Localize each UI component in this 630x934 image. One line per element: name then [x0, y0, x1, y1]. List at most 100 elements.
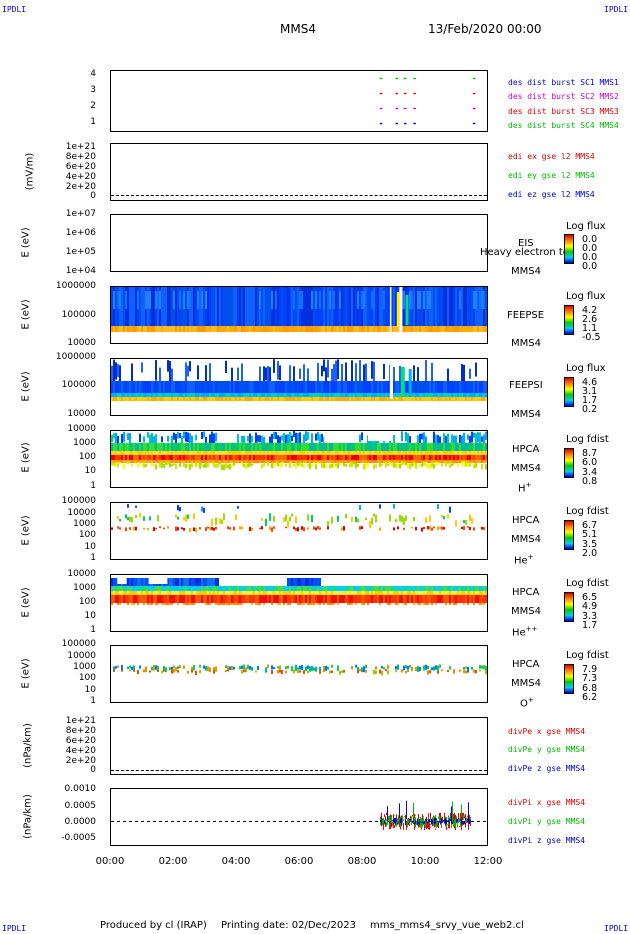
spectrogram-cell [283, 595, 285, 603]
spectrogram-cell [343, 332, 345, 343]
spectrogram-cell [155, 586, 157, 591]
spectrogram-cell [337, 515, 339, 522]
spectrogram-cell [223, 460, 225, 463]
spectrogram-cell [225, 393, 227, 397]
spectrogram-cell [215, 463, 217, 469]
spectrogram-cell [337, 451, 339, 456]
spectrogram-cell [195, 397, 197, 401]
spectrogram-cell [429, 460, 431, 463]
spectrogram-cell [281, 595, 283, 603]
spectrogram-cell [139, 443, 141, 451]
spectrogram-cell [321, 397, 323, 401]
spectrogram-cell [177, 381, 179, 393]
spectrogram-cell [203, 332, 205, 343]
spectrogram-cell [401, 397, 403, 401]
spectrogram-cell [473, 451, 475, 456]
spectrogram-cell [153, 463, 155, 466]
spectrogram-cell [273, 397, 275, 401]
spectrogram-cell [285, 443, 287, 451]
spectrogram-cell [205, 586, 207, 591]
spectrogram-cell [249, 460, 251, 463]
spectrogram-cell [449, 455, 451, 460]
spectrogram-cell [169, 381, 171, 393]
spectrogram-cell [351, 443, 353, 451]
spectrogram-cell [203, 287, 205, 328]
spectrogram-cell [303, 595, 305, 603]
spectrogram-cell [313, 326, 315, 332]
spectrogram-cell [389, 514, 391, 522]
spectrogram-cell [321, 586, 323, 591]
spectrogram-cell [317, 393, 319, 397]
spectrogram-cell [425, 443, 427, 451]
spectrogram-cell [167, 397, 169, 401]
spectrogram-cell [211, 586, 213, 591]
spectrogram-cell [323, 359, 325, 372]
spectrogram-cell [177, 397, 179, 401]
spectrogram-cell [119, 326, 121, 332]
spectrogram-cell [131, 455, 133, 460]
legend-divpi-x: divPi x gse MMS4 [508, 798, 586, 807]
spectrogram-cell [355, 287, 357, 328]
spectrogram-cell [341, 595, 343, 603]
spectrogram-cell [409, 451, 411, 456]
spectrogram-cell [165, 451, 167, 456]
spectrogram-cell [175, 443, 177, 451]
spectrogram-cell [307, 326, 309, 332]
spectrogram-cell [201, 591, 203, 595]
spectrogram-cell [483, 326, 485, 332]
spectrogram-cell [469, 514, 471, 521]
xtick: 04:00 [221, 856, 251, 867]
spectrogram-cell [225, 326, 227, 332]
spectrogram-cell [191, 603, 193, 605]
spectrogram-cell [161, 381, 163, 393]
spectrogram-cell [211, 443, 213, 451]
spectrogram-cell [377, 595, 379, 603]
spectrogram-cell [345, 586, 347, 591]
spectrogram-cell [475, 591, 477, 595]
spectrogram-cell [117, 586, 119, 591]
spectrogram-cell [433, 326, 435, 332]
spectrogram-cell [135, 526, 137, 531]
spectrogram-cell [163, 527, 165, 530]
spectrogram-cell [395, 591, 397, 595]
spectrogram-cell [305, 332, 307, 343]
spectrogram-cell [453, 460, 455, 463]
spectrogram-cell [235, 287, 237, 328]
spectrogram-cell [465, 591, 467, 595]
spectrogram-cell [237, 603, 239, 605]
spectrogram-cell [307, 451, 309, 456]
spectrogram-cell [281, 669, 283, 675]
spectrogram-cell [329, 603, 331, 605]
spectrogram-cell [397, 462, 399, 467]
spectrogram-cell [293, 526, 295, 530]
ytick: 1000 [73, 438, 96, 448]
footer-script: mms_mms4_srvy_vue_web2.cl [370, 920, 524, 931]
colorbar [564, 448, 574, 478]
spectrogram-cell [137, 291, 139, 309]
spectrogram-cell [419, 460, 421, 463]
spectrogram-cell [279, 591, 281, 595]
spectrogram-cell [193, 578, 195, 586]
spectrogram-cell [427, 595, 429, 603]
spectrogram-cell [299, 393, 301, 397]
spectrogram-cell [387, 393, 389, 397]
spectrogram-cell [175, 578, 177, 586]
spectrogram-cell [367, 591, 369, 595]
spectrogram-cell [237, 287, 239, 328]
spectrogram-cell [275, 443, 277, 451]
spectrogram-cell [259, 443, 261, 451]
spectrogram-cell [339, 291, 341, 309]
spectrogram-cell [383, 667, 385, 670]
spectrogram-cell [331, 460, 333, 463]
spectrogram-cell [307, 397, 309, 401]
spectrogram-cell [413, 460, 415, 463]
spectrogram-cell [405, 393, 407, 397]
spectrogram-cell [457, 460, 459, 463]
spectrogram-cell [277, 435, 279, 446]
spectrogram-cell [215, 455, 217, 460]
spectrogram-cell [427, 381, 429, 393]
spectrogram-cell [393, 397, 395, 401]
spectrogram-cell [201, 393, 203, 397]
spectrogram-cell [405, 332, 407, 343]
spectrogram-cell [423, 291, 425, 309]
